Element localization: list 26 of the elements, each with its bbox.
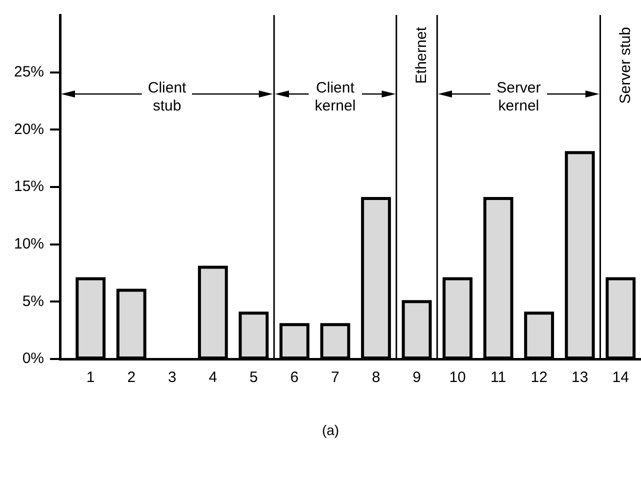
y-tick-label: 0%	[22, 350, 44, 368]
x-tick-label: 2	[127, 369, 136, 386]
text: (a)	[322, 422, 340, 438]
y-tick-label: 5%	[22, 292, 44, 310]
x-tick-label: 1	[86, 369, 95, 386]
x-tick-label: 7	[331, 369, 340, 386]
annotation: Server stub	[616, 27, 634, 104]
annotation: Server kernel	[496, 80, 541, 115]
x-tick-label: 8	[372, 369, 380, 386]
x-tick-label: 3	[168, 369, 176, 386]
x-tick-label: 12	[530, 369, 548, 386]
x-tick-label: 14	[612, 369, 629, 386]
x-tick-label: 11	[490, 369, 506, 386]
x-tick-label: 5	[250, 369, 258, 386]
annotation: Client kernel	[314, 80, 356, 115]
x-tick-label: 10	[449, 369, 466, 386]
x-tick-label: 4	[208, 369, 218, 386]
annotation: Client stub	[148, 80, 188, 115]
y-tick-label: 15%	[14, 178, 44, 196]
y-tick-label: 25%	[14, 63, 44, 80]
y-tick-label: 20%	[14, 120, 44, 138]
annotation: Ethernet	[412, 26, 430, 84]
x-tick-label: 6	[290, 369, 299, 386]
x-tick-label: 13	[572, 369, 588, 386]
y-tick-label: 10%	[14, 235, 44, 252]
x-tick-label: 9	[412, 369, 421, 386]
